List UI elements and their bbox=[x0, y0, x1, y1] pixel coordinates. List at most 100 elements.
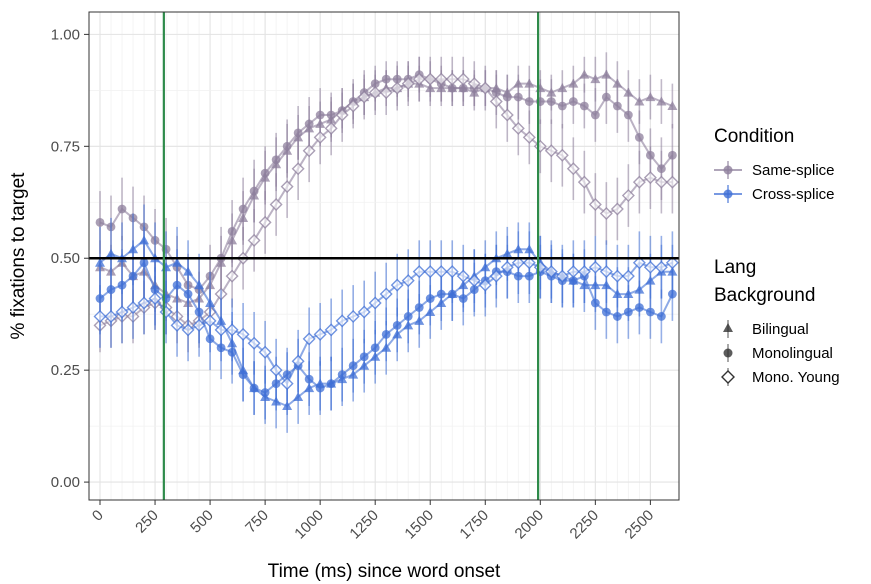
data-point bbox=[280, 377, 294, 391]
data-point bbox=[511, 121, 525, 135]
data-point bbox=[456, 269, 470, 283]
reference-lines bbox=[89, 12, 679, 500]
data-point bbox=[434, 265, 448, 279]
data-point bbox=[335, 314, 349, 328]
data-point bbox=[566, 162, 580, 176]
data-point bbox=[478, 278, 492, 292]
data-point bbox=[214, 323, 228, 337]
data-point bbox=[401, 274, 415, 288]
x-tick-label: 2000 bbox=[512, 507, 548, 543]
data-point bbox=[643, 171, 657, 185]
legend-key-same-splice bbox=[714, 161, 742, 179]
y-tick-label: 0.75 bbox=[51, 138, 80, 155]
data-point bbox=[368, 86, 382, 100]
data-point bbox=[357, 305, 371, 319]
data-point bbox=[304, 374, 314, 384]
data-point bbox=[478, 81, 492, 95]
data-point bbox=[117, 204, 127, 214]
data-point bbox=[291, 162, 305, 176]
data-point bbox=[115, 305, 129, 319]
data-point bbox=[271, 155, 281, 165]
data-point bbox=[577, 265, 591, 279]
data-point bbox=[192, 318, 206, 332]
data-point bbox=[315, 383, 325, 393]
data-point bbox=[590, 298, 600, 308]
data-point bbox=[489, 269, 503, 283]
data-point bbox=[379, 86, 393, 100]
data-point bbox=[148, 292, 162, 306]
data-point bbox=[544, 144, 558, 158]
data-point bbox=[610, 202, 624, 216]
data-point bbox=[467, 77, 481, 91]
y-axis-ticks: 0.00 0.25 0.50 0.75 1.00 bbox=[51, 26, 89, 491]
data-point bbox=[225, 269, 239, 283]
series-layer bbox=[93, 52, 679, 433]
data-point bbox=[291, 354, 305, 368]
y-tick-label: 0.00 bbox=[51, 474, 80, 491]
x-tick-label: 0 bbox=[89, 507, 107, 525]
data-point bbox=[456, 72, 470, 86]
legend-dot-cross-splice bbox=[723, 189, 733, 199]
data-point bbox=[544, 265, 558, 279]
data-point bbox=[601, 92, 611, 102]
data-point bbox=[610, 269, 624, 283]
data-point bbox=[269, 198, 283, 212]
y-tick-label: 0.25 bbox=[51, 362, 80, 379]
data-point bbox=[379, 287, 393, 301]
data-point bbox=[412, 265, 426, 279]
data-point bbox=[401, 77, 415, 91]
data-point bbox=[522, 256, 536, 270]
data-point bbox=[238, 370, 248, 380]
data-point bbox=[599, 265, 613, 279]
data-point bbox=[370, 343, 380, 353]
data-point bbox=[423, 72, 437, 86]
data-point bbox=[359, 352, 369, 362]
x-tick-label: 1750 bbox=[456, 507, 492, 543]
legend-label-monolingual: Monolingual bbox=[752, 345, 833, 362]
data-point bbox=[645, 307, 655, 317]
data-point bbox=[238, 204, 248, 214]
legend-key-cross-splice bbox=[714, 185, 742, 203]
data-point bbox=[665, 256, 679, 270]
data-point bbox=[348, 361, 358, 371]
data-point bbox=[522, 130, 536, 144]
data-point bbox=[324, 323, 338, 337]
data-point bbox=[632, 175, 646, 189]
data-point bbox=[667, 101, 678, 111]
data-point bbox=[337, 370, 347, 380]
data-point bbox=[577, 175, 591, 189]
x-axis-title: Time (ms) since word onset bbox=[268, 561, 501, 582]
series-cross-splice-mono-young bbox=[93, 231, 679, 415]
data-point bbox=[137, 296, 151, 310]
x-tick-label: 1250 bbox=[346, 507, 382, 543]
legend-label-bilingual: Bilingual bbox=[752, 321, 809, 338]
data-point bbox=[403, 312, 413, 321]
x-tick-label: 250 bbox=[132, 507, 162, 537]
data-point bbox=[392, 320, 402, 330]
data-point bbox=[588, 198, 602, 212]
legend-triangle-icon bbox=[723, 323, 733, 332]
legend: Condition Same-splice Cross-splice Lang … bbox=[714, 126, 840, 386]
x-tick-label: 1500 bbox=[401, 507, 437, 543]
data-point bbox=[302, 332, 316, 346]
data-point bbox=[645, 92, 656, 102]
data-point bbox=[579, 101, 589, 111]
data-point bbox=[326, 379, 336, 388]
data-point bbox=[282, 141, 292, 151]
x-tick-label: 1000 bbox=[291, 507, 327, 543]
data-point bbox=[104, 309, 118, 323]
data-point bbox=[170, 318, 184, 332]
data-point bbox=[183, 289, 193, 299]
data-point bbox=[623, 307, 633, 317]
legend-label-mono-young: Mono. Young bbox=[752, 369, 840, 386]
data-point bbox=[524, 97, 534, 106]
data-point bbox=[412, 72, 426, 86]
legend-circle-icon bbox=[723, 348, 733, 358]
data-point bbox=[313, 130, 327, 144]
data-point bbox=[106, 248, 117, 258]
data-point bbox=[368, 296, 382, 310]
data-point bbox=[467, 274, 481, 288]
data-point bbox=[621, 189, 635, 203]
data-point bbox=[632, 256, 646, 270]
x-axis-ticks: 0 250 500 750 1000 1250 1500 1750 2000 2250 2500 bbox=[89, 500, 657, 542]
